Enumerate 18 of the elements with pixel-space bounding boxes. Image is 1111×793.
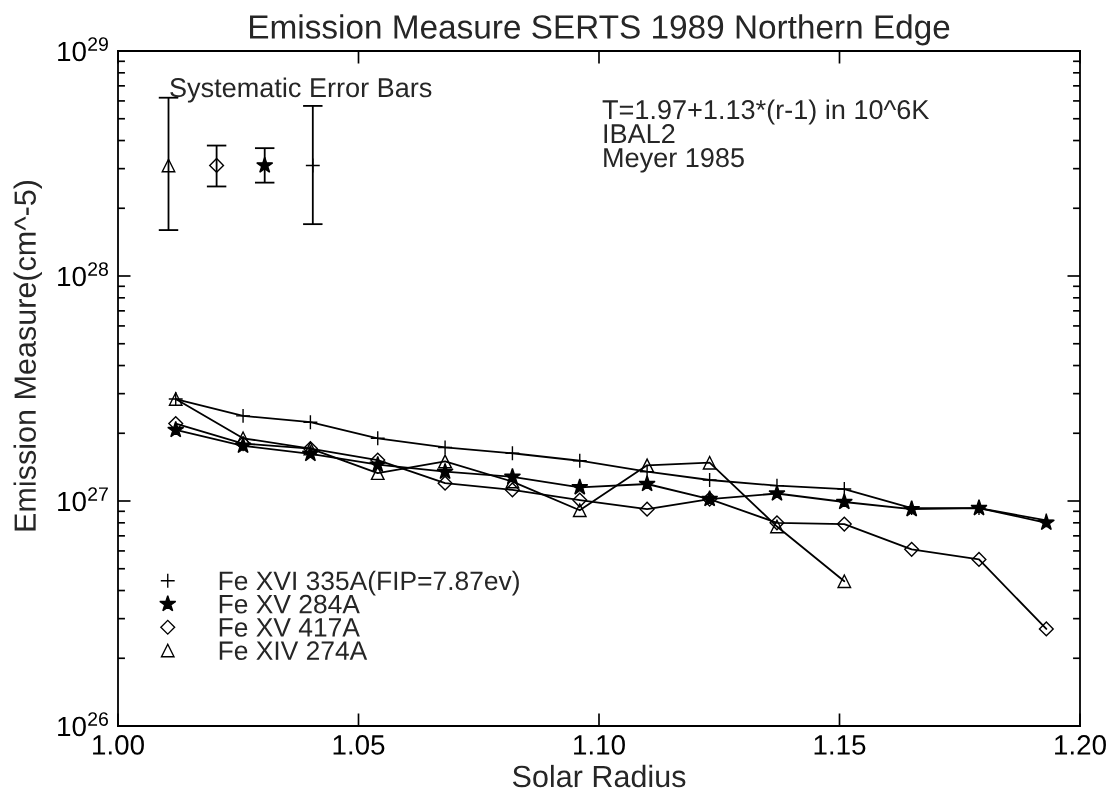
x-tick-label: 1.15 [814,735,866,755]
annotation: T=1.97+1.13*(r-1) in 10^6K [602,99,930,125]
annotation: Systematic Error Bars [170,77,432,103]
x-tick-label: 1.00 [93,735,144,755]
annotation: Meyer 1985 [604,148,744,173]
x-tick-label: 1.05 [333,735,385,755]
x-tick-label: 1.20 [1055,735,1106,755]
x-tick-label: 1.10 [574,735,625,755]
y-axis-title: Emission Measure(cm^-5) [13,180,42,531]
y-tick-label: 10$^{29}$ [58,37,108,62]
y-tick-label: 10$^{27}$ [58,487,108,512]
legend-label: Fe XV 284A [219,594,360,614]
legend-label: Fe XIV 274A [219,641,368,661]
legend-label: Fe XV 417A [219,618,360,637]
y-tick-label: 10$^{28}$ [58,262,108,287]
chart-title: Emission Measure SERTS 1989 Northern Edge [250,14,950,46]
annotation: IBAL2 [604,124,675,143]
x-axis-title: Solar Radius [512,764,686,788]
